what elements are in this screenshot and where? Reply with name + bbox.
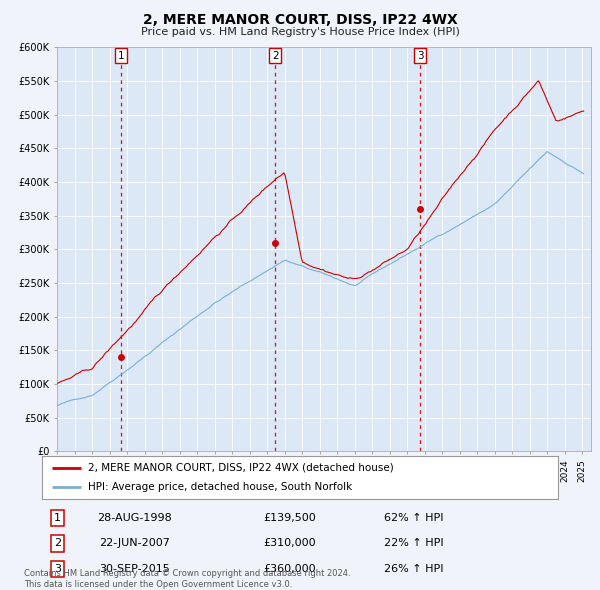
Text: 2: 2: [54, 539, 61, 548]
Text: 1: 1: [118, 51, 124, 61]
Text: 3: 3: [54, 564, 61, 573]
Text: 2, MERE MANOR COURT, DISS, IP22 4WX (detached house): 2, MERE MANOR COURT, DISS, IP22 4WX (det…: [88, 463, 394, 473]
Text: 26% ↑ HPI: 26% ↑ HPI: [384, 564, 443, 573]
Text: 28-AUG-1998: 28-AUG-1998: [98, 513, 172, 523]
Text: 1: 1: [54, 513, 61, 523]
Text: £360,000: £360,000: [263, 564, 316, 573]
Text: HPI: Average price, detached house, South Norfolk: HPI: Average price, detached house, Sout…: [88, 482, 353, 492]
Text: 62% ↑ HPI: 62% ↑ HPI: [384, 513, 443, 523]
Text: £310,000: £310,000: [263, 539, 316, 548]
Text: 22% ↑ HPI: 22% ↑ HPI: [384, 539, 443, 548]
Text: 2, MERE MANOR COURT, DISS, IP22 4WX: 2, MERE MANOR COURT, DISS, IP22 4WX: [143, 13, 457, 27]
Text: 3: 3: [417, 51, 424, 61]
Text: 2: 2: [272, 51, 278, 61]
Text: 22-JUN-2007: 22-JUN-2007: [100, 539, 170, 548]
Text: 30-SEP-2015: 30-SEP-2015: [100, 564, 170, 573]
Text: Contains HM Land Registry data © Crown copyright and database right 2024.
This d: Contains HM Land Registry data © Crown c…: [24, 569, 350, 589]
Text: £139,500: £139,500: [263, 513, 316, 523]
Text: Price paid vs. HM Land Registry's House Price Index (HPI): Price paid vs. HM Land Registry's House …: [140, 27, 460, 37]
